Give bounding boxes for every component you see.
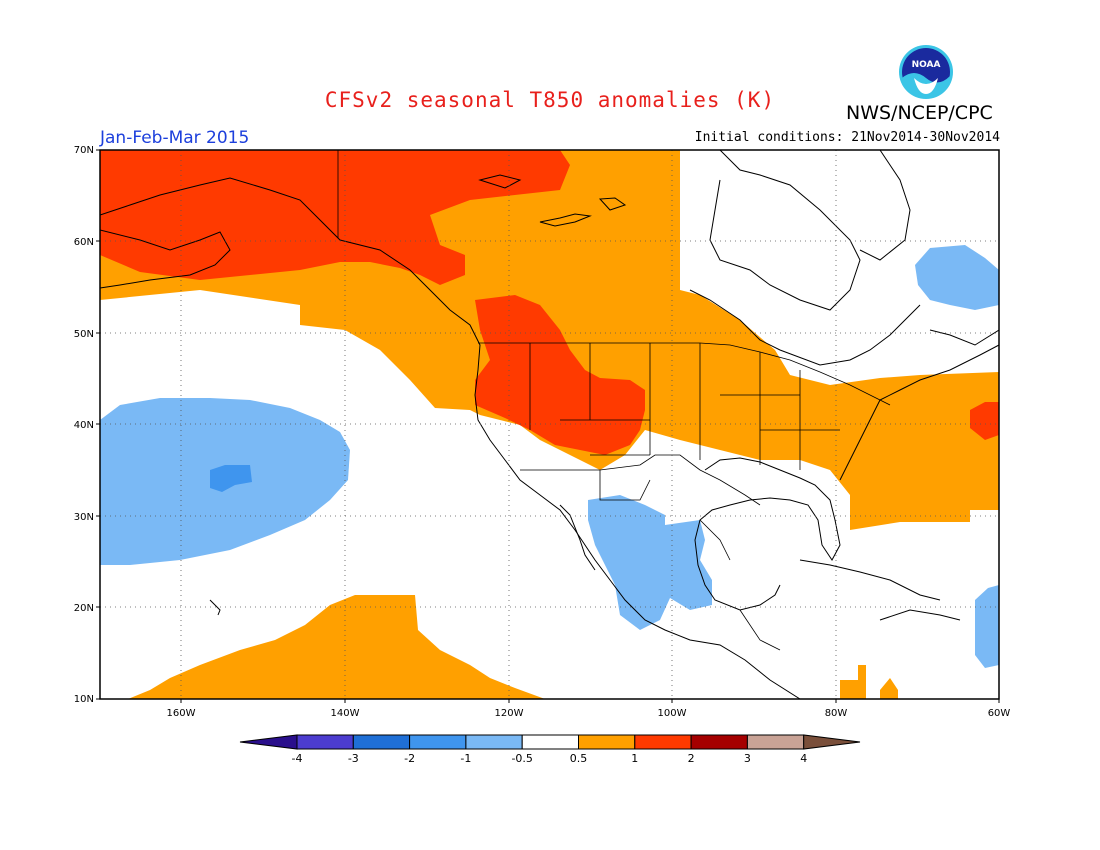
colorbar-segment: [352, 734, 411, 750]
warm-anomaly-region-strong-atlantic: [970, 402, 999, 440]
colorbar-label: -0.5: [511, 752, 532, 765]
lat-label: 10N: [74, 694, 94, 705]
colorbar-segment: [746, 734, 805, 750]
colorbar-segment: [634, 734, 692, 750]
logo-text: NOAA: [912, 60, 941, 70]
cool-anomaly-region-greenland: [915, 245, 999, 310]
lat-label: 30N: [74, 512, 94, 523]
warm-anomaly-region-strong-alaska: [100, 150, 570, 285]
colorbar-labels: -4 -3 -2 -1 -0.5 0.5 1 2 3 4: [292, 752, 808, 765]
cool-anomaly-region-atlantic: [975, 585, 999, 668]
colorbar: [239, 734, 861, 750]
lon-label: 160W: [167, 708, 196, 719]
lon-label: 80W: [825, 708, 848, 719]
warm-anomaly-region-pacific: [128, 595, 545, 699]
colorbar-label: 4: [800, 752, 807, 765]
colorbar-segment: [296, 734, 354, 750]
cool-anomaly-region-strong-pacific: [210, 465, 252, 492]
colorbar-segment: [578, 734, 636, 750]
colorbar-label: 2: [688, 752, 695, 765]
warm-anomaly-region-caribbean: [840, 665, 898, 699]
lat-label: 40N: [74, 420, 94, 431]
colorbar-label: 0.5: [570, 752, 588, 765]
noaa-logo-icon: NOAA: [899, 45, 953, 99]
colorbar-label: -4: [292, 752, 303, 765]
initial-conditions: Initial conditions: 21Nov2014-30Nov2014: [694, 130, 1000, 145]
coastlines: [100, 150, 999, 699]
colorbar-label: 3: [744, 752, 751, 765]
colorbar-segment: [521, 734, 580, 750]
colorbar-arrow-high: [803, 734, 861, 750]
warm-anomaly-region-strong-west: [475, 295, 645, 455]
lon-label: 100W: [658, 708, 687, 719]
colorbar-label: -3: [348, 752, 359, 765]
tick-marks: [96, 149, 1000, 703]
lat-label: 60N: [74, 237, 94, 248]
forecast-period: Jan-Feb-Mar 2015: [100, 128, 250, 148]
colorbar-segment: [465, 734, 523, 750]
lat-label: 70N: [74, 145, 94, 156]
organization-label: NWS/NCEP/CPC: [846, 102, 993, 124]
colorbar-segment: [409, 734, 467, 750]
anomaly-fields: [100, 150, 999, 699]
lon-label: 60W: [988, 708, 1011, 719]
colorbar-segment: [690, 734, 748, 750]
lon-label: 140W: [331, 708, 360, 719]
lon-label: 120W: [495, 708, 524, 719]
lat-label: 20N: [74, 603, 94, 614]
political-borders: [337, 150, 891, 651]
colorbar-arrow-low: [239, 734, 298, 750]
colorbar-label: 1: [631, 752, 638, 765]
colorbar-label: -2: [404, 752, 415, 765]
lat-label: 50N: [74, 329, 94, 340]
chart-title: CFSv2 seasonal T850 anomalies (K): [324, 88, 776, 112]
colorbar-label: -1: [460, 752, 471, 765]
cool-anomaly-region-mexico: [588, 495, 712, 630]
